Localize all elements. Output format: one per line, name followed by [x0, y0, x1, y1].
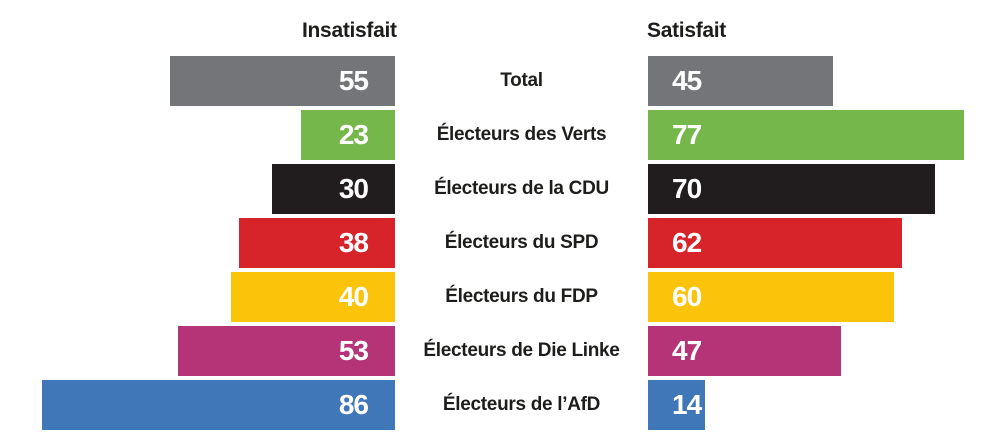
category-cell: Total [395, 56, 648, 106]
satisfait-column-header: Satisfait [647, 19, 726, 42]
insatisfait-value: 55 [338, 65, 369, 96]
category-label: Électeurs des Verts [436, 124, 607, 145]
chart-row: 86 Électeurs de l’AfD 14 [0, 380, 987, 430]
insatisfait-value: 86 [338, 389, 369, 420]
satisfait-cell: 70 [648, 164, 987, 214]
insatisfait-bar: 30 [272, 164, 395, 214]
category-label: Électeurs de la CDU [434, 178, 609, 199]
satisfait-value: 60 [672, 281, 702, 312]
satisfait-bar: 45 [648, 56, 833, 106]
insatisfait-bar: 38 [239, 218, 395, 268]
insatisfait-cell: 53 [0, 326, 395, 376]
chart-row: 55 Total 45 [0, 56, 987, 106]
category-label: Électeurs de l’AfD [442, 394, 601, 415]
satisfait-bar: 47 [648, 326, 841, 376]
satisfait-bar: 77 [648, 110, 964, 160]
insatisfait-column-header: Insatisfait [302, 19, 397, 42]
category-cell: Électeurs du SPD [395, 218, 648, 268]
satisfait-value: 45 [672, 65, 702, 96]
satisfait-value: 70 [672, 173, 702, 204]
satisfait-cell: 62 [648, 218, 987, 268]
insatisfait-cell: 86 [0, 380, 395, 430]
insatisfait-cell: 23 [0, 110, 395, 160]
satisfait-value: 77 [672, 119, 702, 150]
chart-row: 53 Électeurs de Die Linke 47 [0, 326, 987, 376]
category-label: Électeurs du FDP [445, 286, 598, 307]
insatisfait-value: 38 [338, 227, 369, 258]
satisfait-bar: 70 [648, 164, 935, 214]
category-cell: Électeurs de Die Linke [395, 326, 648, 376]
insatisfait-bar: 40 [231, 272, 395, 322]
insatisfait-cell: 55 [0, 56, 395, 106]
category-label: Électeurs de Die Linke [423, 340, 620, 361]
satisfait-cell: 47 [648, 326, 987, 376]
insatisfait-cell: 40 [0, 272, 395, 322]
satisfait-bar: 14 [648, 380, 706, 430]
insatisfait-bar: 86 [42, 380, 395, 430]
category-cell: Électeurs des Verts [395, 110, 648, 160]
insatisfait-bar: 53 [177, 326, 395, 376]
satisfait-value: 47 [672, 335, 702, 366]
satisfait-cell: 45 [648, 56, 987, 106]
insatisfait-value: 40 [338, 281, 369, 312]
satisfait-cell: 60 [648, 272, 987, 322]
chart-row: 40 Électeurs du FDP 60 [0, 272, 987, 322]
category-cell: Électeurs de la CDU [395, 164, 648, 214]
satisfait-bar: 60 [648, 272, 894, 322]
chart-row: 30 Électeurs de la CDU 70 [0, 164, 987, 214]
category-label: Total [500, 70, 543, 91]
chart-row: 38 Électeurs du SPD 62 [0, 218, 987, 268]
insatisfait-value: 30 [338, 173, 369, 204]
satisfait-value: 14 [672, 389, 702, 420]
chart-row: 23 Électeurs des Verts 77 [0, 110, 987, 160]
insatisfait-value: 23 [338, 119, 369, 150]
insatisfait-cell: 38 [0, 218, 395, 268]
category-cell: Électeurs du FDP [395, 272, 648, 322]
insatisfait-value: 53 [338, 335, 369, 366]
insatisfait-bar: 23 [300, 110, 395, 160]
category-label: Électeurs du SPD [444, 232, 599, 253]
bar-rows: 55 Total 45 23 Électeurs des Verts 77 30 Électe… [0, 56, 987, 430]
satisfait-cell: 14 [648, 380, 987, 430]
satisfait-cell: 77 [648, 110, 987, 160]
insatisfait-bar: 55 [169, 56, 395, 106]
insatisfait-cell: 30 [0, 164, 395, 214]
category-cell: Électeurs de l’AfD [395, 380, 648, 430]
satisfait-bar: 62 [648, 218, 903, 268]
satisfait-value: 62 [672, 227, 702, 258]
